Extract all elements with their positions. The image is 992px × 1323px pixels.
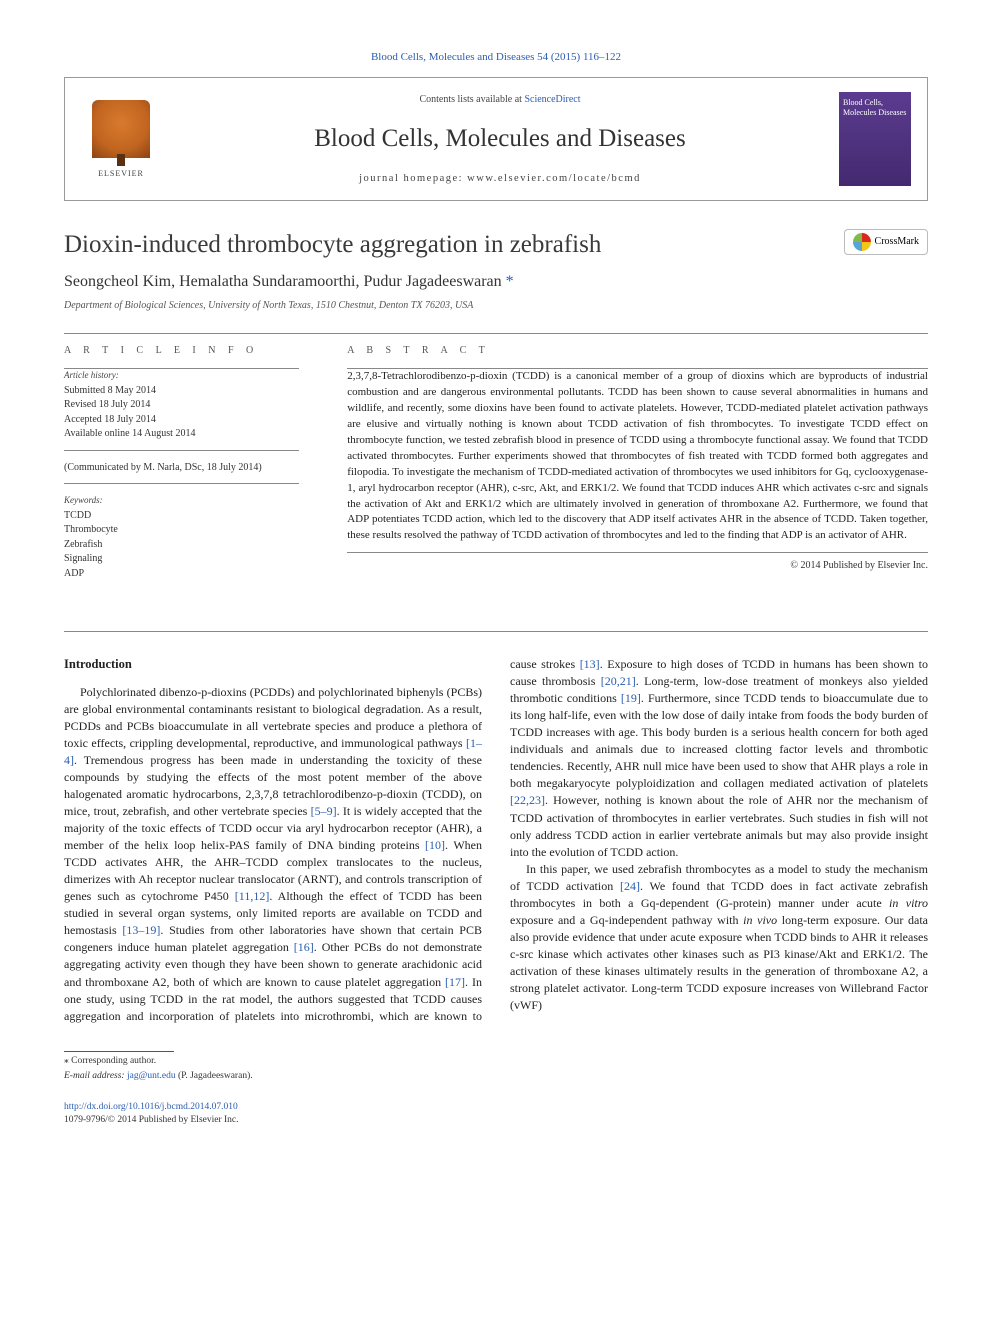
body-paragraph: In this paper, we used zebrafish thrombo…	[510, 861, 928, 1014]
body-text: Introduction Polychlorinated dibenzo-p-d…	[64, 656, 928, 1024]
journal-name: Blood Cells, Molecules and Diseases	[171, 121, 829, 156]
reference-link[interactable]: [13–19]	[122, 923, 160, 937]
reference-link[interactable]: [22,23]	[510, 793, 545, 807]
authors-names: Seongcheol Kim, Hemalatha Sundaramoorthi…	[64, 273, 506, 290]
footer: ⁎ Corresponding author. E-mail address: …	[64, 1051, 928, 1128]
journal-cover-thumbnail: Blood Cells, Molecules Diseases	[839, 92, 911, 186]
contents-line: Contents lists available at ScienceDirec…	[171, 93, 829, 107]
reference-link[interactable]: [19]	[621, 691, 641, 705]
abstract-copyright: © 2014 Published by Elsevier Inc.	[347, 559, 928, 573]
history-line: Revised 18 July 2014	[64, 398, 299, 413]
reference-link[interactable]: [24]	[620, 879, 640, 893]
doi-link[interactable]: http://dx.doi.org/10.1016/j.bcmd.2014.07…	[64, 1102, 238, 1112]
reference-link[interactable]: [17]	[445, 975, 465, 989]
reference-link[interactable]: [5–9]	[311, 804, 337, 818]
article-info-heading: A R T I C L E I N F O	[64, 344, 299, 358]
history-line: Submitted 8 May 2014	[64, 384, 299, 399]
sciencedirect-link[interactable]: ScienceDirect	[524, 94, 580, 105]
authors-line: Seongcheol Kim, Hemalatha Sundaramoorthi…	[64, 271, 928, 293]
keyword: Thrombocyte	[64, 523, 299, 538]
reference-link[interactable]: [20,21]	[601, 674, 636, 688]
email-link[interactable]: jag@unt.edu	[127, 1071, 176, 1081]
keyword: Zebrafish	[64, 538, 299, 553]
corresponding-asterisk: *	[506, 273, 514, 290]
elsevier-logo: ELSEVIER	[81, 97, 161, 181]
abstract-heading: A B S T R A C T	[347, 344, 928, 358]
journal-homepage: journal homepage: www.elsevier.com/locat…	[171, 172, 829, 187]
crossmark-icon	[853, 233, 871, 251]
history-line: Accepted 18 July 2014	[64, 413, 299, 428]
corresponding-author-note: ⁎ Corresponding author.	[64, 1055, 928, 1068]
email-attribution: (P. Jagadeeswaran).	[176, 1071, 253, 1081]
email-line: E-mail address: jag@unt.edu (P. Jagadees…	[64, 1070, 928, 1083]
article-info-column: A R T I C L E I N F O Article history: S…	[64, 344, 323, 599]
reference-link[interactable]: [11,12]	[235, 889, 270, 903]
email-label: E-mail address:	[64, 1071, 125, 1081]
contents-prefix: Contents lists available at	[419, 94, 524, 105]
introduction-heading: Introduction	[64, 656, 482, 674]
issn-copyright: 1079-9796/© 2014 Published by Elsevier I…	[64, 1114, 928, 1127]
divider	[64, 631, 928, 632]
abstract-column: A B S T R A C T 2,3,7,8-Tetrachlorodiben…	[323, 344, 928, 599]
journal-header: ELSEVIER Contents lists available at Sci…	[64, 77, 928, 201]
elsevier-label: ELSEVIER	[98, 168, 144, 179]
reference-link[interactable]: [10]	[425, 838, 445, 852]
crossmark-badge[interactable]: CrossMark	[844, 229, 928, 255]
reference-link[interactable]: [16]	[294, 940, 314, 954]
divider	[64, 333, 928, 334]
article-title: Dioxin-induced thrombocyte aggregation i…	[64, 229, 601, 260]
footnote-rule	[64, 1051, 174, 1052]
crossmark-label: CrossMark	[875, 235, 919, 249]
citation-header: Blood Cells, Molecules and Diseases 54 (…	[64, 50, 928, 65]
abstract-text: 2,3,7,8-Tetrachlorodibenzo-p-dioxin (TCD…	[347, 369, 928, 553]
keyword: TCDD	[64, 509, 299, 524]
keyword: ADP	[64, 567, 299, 582]
keywords-label: Keywords:	[64, 494, 299, 507]
keyword: Signaling	[64, 552, 299, 567]
elsevier-tree-icon	[92, 100, 150, 158]
history-label: Article history:	[64, 369, 299, 382]
communicated-line: (Communicated by M. Narla, DSc, 18 July …	[64, 461, 299, 476]
affiliation: Department of Biological Sciences, Unive…	[64, 299, 928, 313]
history-line: Available online 14 August 2014	[64, 427, 299, 442]
reference-link[interactable]: [13]	[580, 657, 600, 671]
